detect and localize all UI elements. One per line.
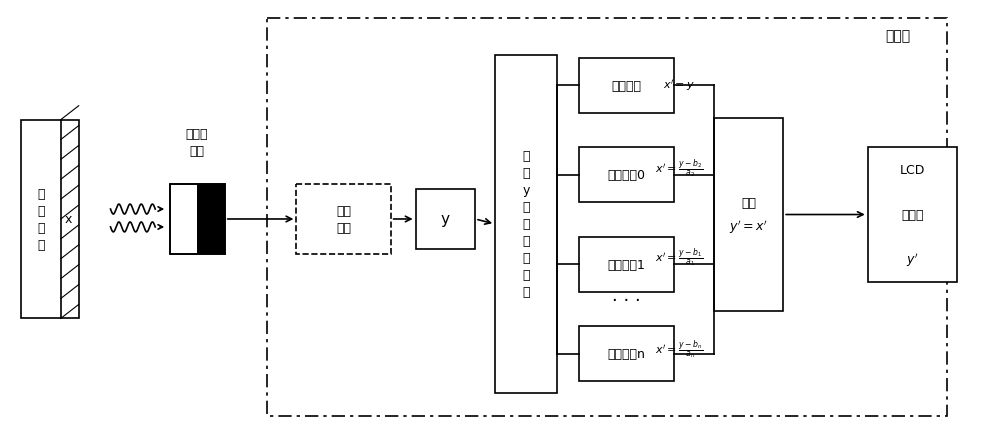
Text: 输出: 输出 — [741, 197, 756, 210]
Bar — [170, 185, 225, 254]
Bar — [579, 237, 674, 292]
Text: 判
断
y
所
在
温
度
区
间: 判 断 y 所 在 温 度 区 间 — [522, 150, 530, 299]
Text: $x' = \frac{y-b_1}{a_1}$: $x' = \frac{y-b_1}{a_1}$ — [655, 246, 703, 269]
Bar — [296, 185, 391, 254]
Text: 信号
处理: 信号 处理 — [336, 204, 351, 234]
Text: 校正函数0: 校正函数0 — [608, 169, 646, 182]
Bar — [868, 148, 957, 282]
Text: 温度值: 温度值 — [901, 208, 924, 221]
Text: 待
测
物
体: 待 测 物 体 — [37, 187, 45, 251]
Text: $x' = y$: $x' = y$ — [663, 78, 695, 93]
Text: 单片机: 单片机 — [885, 29, 910, 43]
Bar — [714, 118, 783, 312]
Text: $x' = \frac{y-b_n}{a_n}$: $x' = \frac{y-b_n}{a_n}$ — [655, 337, 703, 360]
Bar — [579, 326, 674, 381]
Text: 校正函数n: 校正函数n — [608, 347, 646, 360]
Text: 直接输出: 直接输出 — [612, 80, 642, 92]
Bar — [267, 19, 947, 416]
Bar — [170, 185, 225, 254]
Bar — [21, 120, 79, 319]
Text: $y'$: $y'$ — [906, 251, 919, 269]
Text: x: x — [65, 213, 72, 226]
Bar — [579, 59, 674, 113]
Text: · · ·: · · · — [612, 292, 641, 310]
Bar — [197, 185, 225, 254]
Text: $y'=x'$: $y'=x'$ — [729, 218, 768, 236]
Bar — [495, 56, 557, 393]
Text: 红外传
感器: 红外传 感器 — [186, 128, 208, 158]
Text: $x' = \frac{y-b_2}{a_2}$: $x' = \frac{y-b_2}{a_2}$ — [655, 157, 703, 179]
Bar — [416, 190, 475, 249]
Text: LCD: LCD — [900, 164, 925, 176]
Text: 校正函数1: 校正函数1 — [608, 258, 646, 271]
Bar — [579, 148, 674, 203]
Text: y: y — [441, 212, 450, 227]
